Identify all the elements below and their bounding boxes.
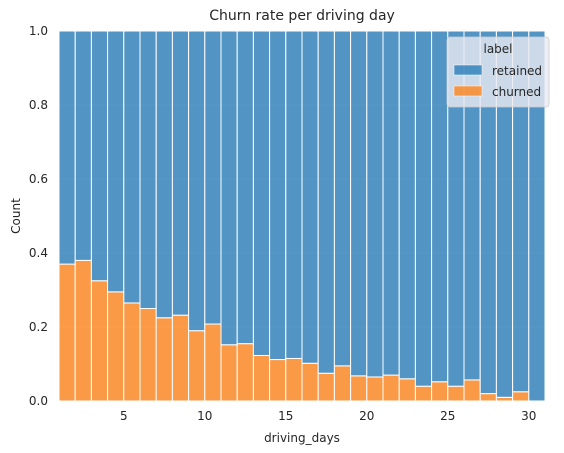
bar-churned-day-10 xyxy=(204,323,222,402)
bar-retained-day-21 xyxy=(382,30,400,376)
bar-churned-day-7 xyxy=(155,317,173,402)
bar-churned-day-18 xyxy=(333,365,352,402)
legend: label retained churned xyxy=(446,36,550,108)
bar-retained-day-13 xyxy=(252,30,271,356)
y-axis-label: Count xyxy=(9,198,23,234)
bar-retained-day-11 xyxy=(220,30,238,346)
x-tick-label: 15 xyxy=(278,409,293,423)
y-tick-label: 0.2 xyxy=(29,320,48,334)
bar-retained-day-22 xyxy=(398,30,416,380)
bar-churned-day-28 xyxy=(495,396,514,402)
bar-retained-day-3 xyxy=(90,30,109,282)
x-tick-labels: 5 10 15 20 25 30 xyxy=(120,409,536,423)
bar-retained-day-4 xyxy=(107,30,125,293)
x-tick-label: 5 xyxy=(120,409,128,423)
bar-churned-day-4 xyxy=(107,291,125,402)
bar-retained-day-1 xyxy=(58,30,76,265)
bar-churned-day-3 xyxy=(90,280,109,402)
bar-churned-day-22 xyxy=(398,378,416,402)
bar-churned-day-26 xyxy=(463,379,481,402)
bar-retained-day-2 xyxy=(74,30,92,261)
bar-churned-day-8 xyxy=(171,314,190,402)
legend-swatch-retained xyxy=(453,64,483,76)
bar-retained-day-6 xyxy=(139,30,157,309)
bar-churned-day-25 xyxy=(447,385,465,402)
y-tick-labels: 0.0 0.2 0.4 0.6 0.8 1.0 xyxy=(29,24,48,408)
bar-churned-day-11 xyxy=(220,344,238,402)
x-axis-label: driving_days xyxy=(264,431,340,445)
bar-churned-day-16 xyxy=(301,362,319,402)
bar-churned-day-24 xyxy=(431,381,449,402)
bar-retained-day-30 xyxy=(528,30,546,402)
bar-retained-day-10 xyxy=(204,30,222,325)
legend-label-retained: retained xyxy=(492,64,542,78)
bar-retained-day-19 xyxy=(350,30,368,377)
bar-churned-day-27 xyxy=(479,393,497,402)
bar-retained-day-15 xyxy=(285,30,303,359)
bar-retained-day-20 xyxy=(366,30,384,378)
bar-churned-day-1 xyxy=(58,263,76,402)
bar-churned-day-6 xyxy=(139,308,157,402)
bar-churned-day-17 xyxy=(317,372,335,402)
bar-retained-day-17 xyxy=(317,30,335,374)
y-tick-label: 0.0 xyxy=(29,394,48,408)
x-tick-label: 30 xyxy=(521,409,536,423)
bar-retained-day-24 xyxy=(431,30,449,383)
bar-churned-day-9 xyxy=(188,330,206,402)
y-tick-label: 0.8 xyxy=(29,98,48,112)
bar-churned-day-12 xyxy=(236,343,254,402)
legend-swatch-churned xyxy=(453,85,483,97)
bar-churned-day-15 xyxy=(285,357,303,402)
bar-retained-day-7 xyxy=(155,30,173,319)
bar-retained-day-14 xyxy=(269,30,287,361)
bar-churned-day-2 xyxy=(74,259,92,402)
bar-retained-day-8 xyxy=(171,30,190,316)
legend-label-churned: churned xyxy=(492,85,541,99)
bar-retained-day-12 xyxy=(236,30,254,345)
bar-retained-day-23 xyxy=(414,30,433,387)
y-tick-label: 0.6 xyxy=(29,172,48,186)
bar-retained-day-16 xyxy=(301,30,319,364)
legend-title: label xyxy=(483,42,512,56)
bar-churned-day-20 xyxy=(366,376,384,402)
x-tick-label: 20 xyxy=(359,409,374,423)
bar-churned-day-23 xyxy=(414,385,433,402)
bar-churned-day-21 xyxy=(382,374,400,402)
bar-churned-day-14 xyxy=(269,359,287,402)
chart-title: Churn rate per driving day xyxy=(209,8,395,24)
y-tick-label: 0.4 xyxy=(29,246,48,260)
bar-retained-day-5 xyxy=(123,30,141,304)
bar-churned-day-19 xyxy=(350,375,368,402)
x-tick-label: 25 xyxy=(440,409,455,423)
bar-retained-day-18 xyxy=(333,30,352,367)
bar-retained-day-9 xyxy=(188,30,206,332)
bars-layer xyxy=(58,30,546,402)
bar-churned-day-5 xyxy=(123,302,141,402)
bar-churned-day-13 xyxy=(252,354,271,402)
y-tick-label: 1.0 xyxy=(29,24,48,38)
bar-churned-day-29 xyxy=(512,391,530,402)
x-tick-label: 10 xyxy=(197,409,212,423)
